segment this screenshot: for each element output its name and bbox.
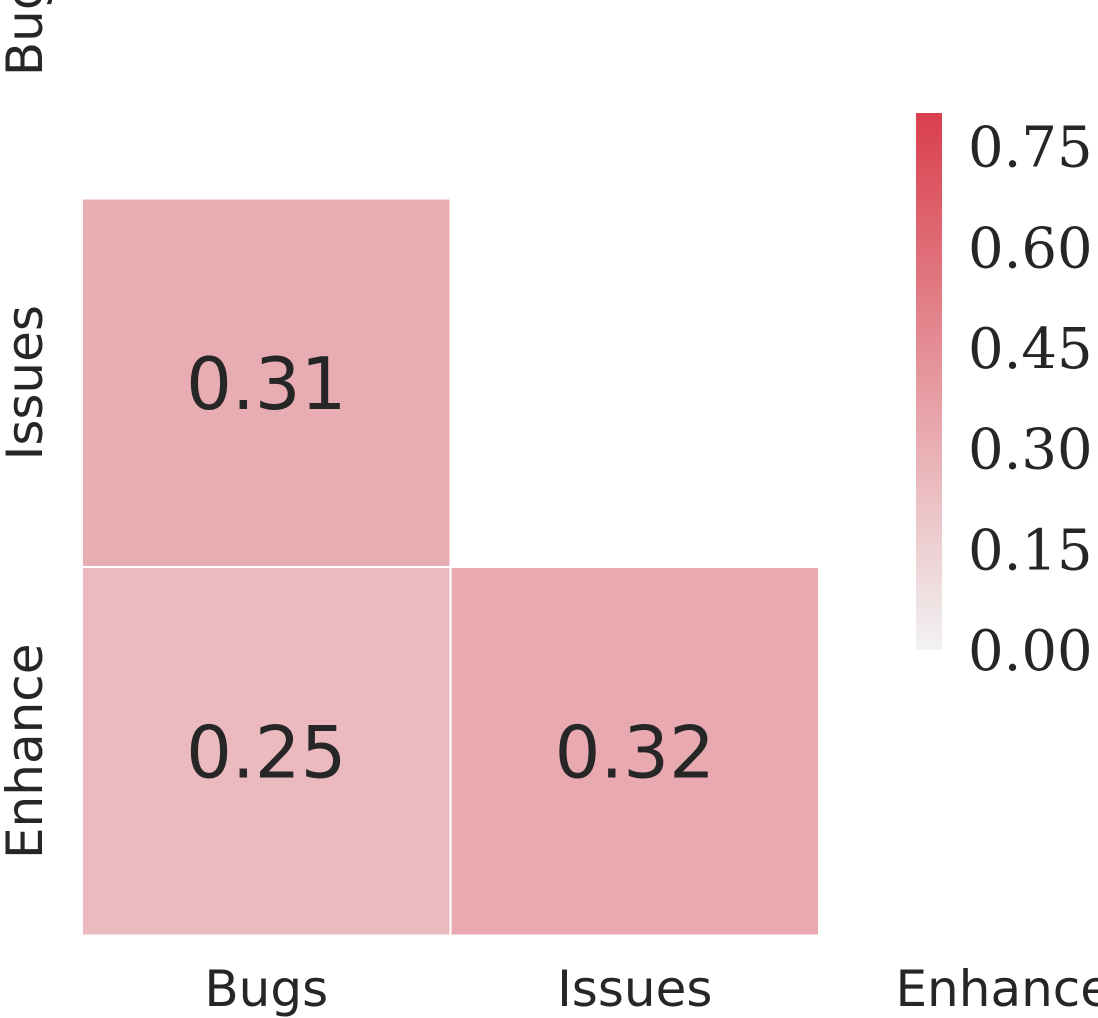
colorbar-tick-label: 0.30 <box>968 418 1093 483</box>
colorbar-tick-label: 0.00 <box>968 619 1093 684</box>
heatmap-cell-enhance-issues <box>451 568 818 935</box>
cell-value-label: 0.25 <box>186 710 346 794</box>
y-tick-label: Enhance <box>0 643 54 859</box>
colorbar-tick-label: 0.45 <box>968 317 1093 382</box>
y-tick-label: Issues <box>0 305 54 460</box>
heatmap-cell-issues-bugs <box>83 199 450 566</box>
y-tick-label: Bugs <box>0 0 54 76</box>
x-tick-label: Bugs <box>204 960 328 1018</box>
colorbar-tick-label: 0.75 <box>968 116 1093 181</box>
colorbar-tick-label: 0.60 <box>968 216 1093 281</box>
heatmap-cell-enhance-bugs <box>83 568 450 935</box>
colorbar-tick-label: 0.15 <box>968 518 1093 583</box>
x-tick-label: Issues <box>557 960 712 1018</box>
x-tick-label: Enhance <box>895 960 1098 1018</box>
heatmap-cells: 0.31 0.25 0.32 <box>83 199 818 935</box>
y-axis-tick-labels: Bugs Issues Enhance <box>0 0 54 859</box>
colorbar-gradient <box>916 113 942 650</box>
x-axis-tick-labels: Bugs Issues Enhance <box>204 960 1098 1018</box>
colorbar: 0.00 0.15 0.30 0.45 0.60 0.75 <box>916 113 1093 684</box>
cell-value-label: 0.32 <box>555 710 715 794</box>
cell-value-label: 0.31 <box>186 342 346 426</box>
